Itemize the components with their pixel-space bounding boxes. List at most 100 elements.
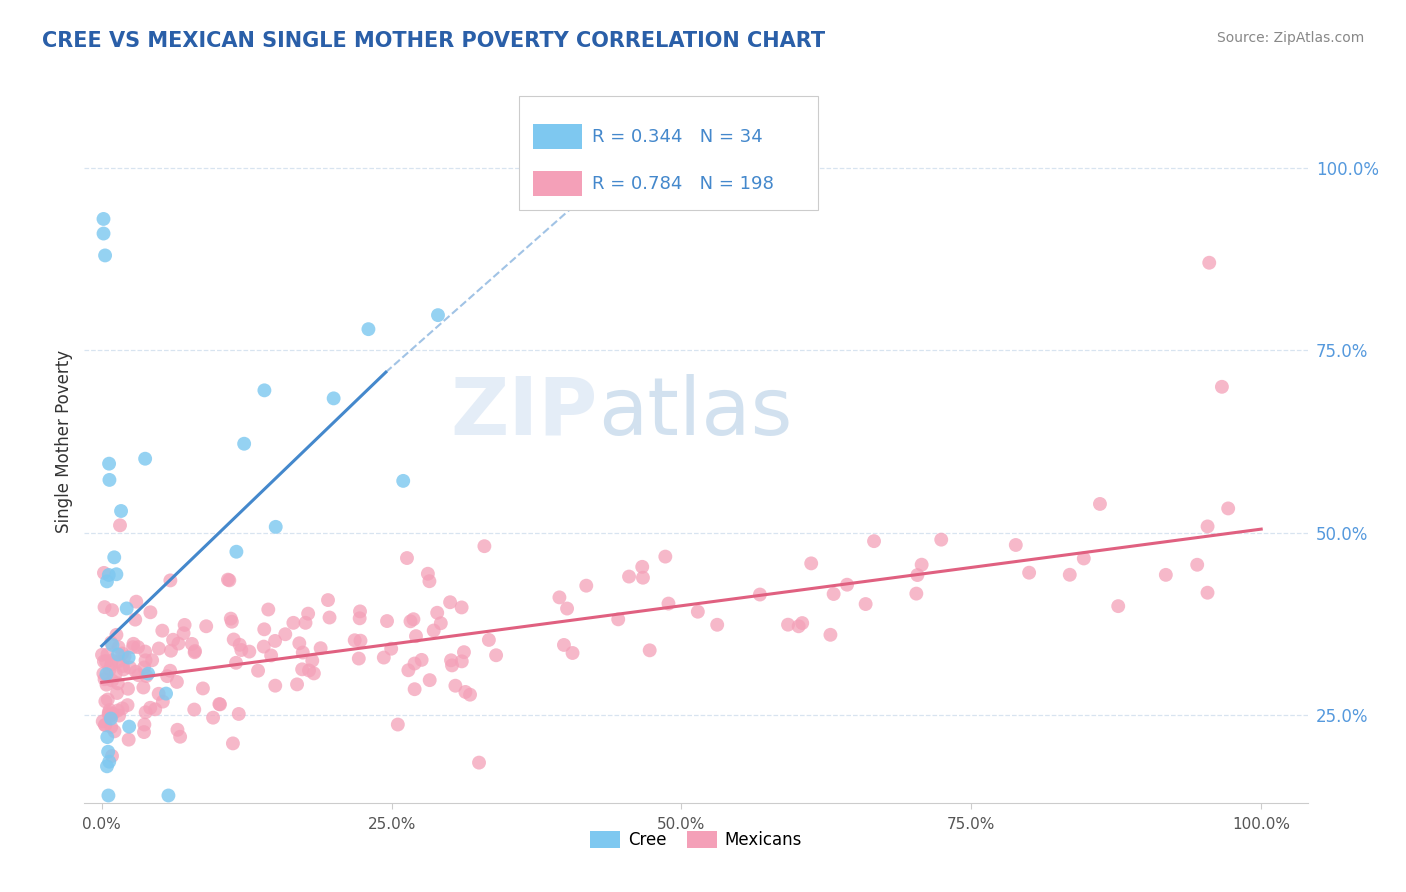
- Point: [150, 624, 173, 638]
- Point: [166, 675, 188, 690]
- Point: [1073, 551, 1095, 566]
- Point: [929, 533, 952, 547]
- Point: [111, 659, 134, 673]
- Point: [183, 645, 205, 659]
- Point: [100, 708, 122, 723]
- Point: [97, 706, 120, 720]
- Point: [607, 612, 630, 626]
- Point: [392, 474, 415, 488]
- Point: [264, 679, 287, 693]
- Point: [478, 632, 501, 647]
- Point: [107, 654, 129, 668]
- Point: [180, 637, 202, 651]
- Point: [94, 718, 117, 732]
- Point: [405, 629, 427, 643]
- Point: [787, 619, 810, 633]
- Point: [1018, 566, 1040, 580]
- Point: [124, 613, 146, 627]
- Point: [132, 681, 155, 695]
- Point: [257, 602, 280, 616]
- Point: [93, 566, 115, 580]
- Point: [139, 700, 162, 714]
- Text: CREE VS MEXICAN SINGLE MOTHER POVERTY CORRELATION CHART: CREE VS MEXICAN SINGLE MOTHER POVERTY CO…: [42, 31, 825, 51]
- Point: [1197, 519, 1219, 533]
- Point: [159, 574, 181, 588]
- Point: [94, 654, 117, 668]
- Bar: [533, 124, 582, 149]
- Point: [112, 663, 135, 677]
- Y-axis label: Single Mother Poverty: Single Mother Poverty: [55, 350, 73, 533]
- Point: [309, 641, 332, 656]
- Point: [208, 698, 231, 712]
- Point: [1211, 380, 1233, 394]
- Point: [118, 660, 141, 674]
- Point: [152, 695, 174, 709]
- Point: [96, 759, 118, 773]
- Point: [1198, 256, 1220, 270]
- Point: [654, 549, 676, 564]
- Point: [94, 248, 117, 262]
- Point: [134, 451, 156, 466]
- Point: [96, 730, 118, 744]
- Point: [173, 618, 195, 632]
- Point: [111, 647, 134, 661]
- Point: [166, 723, 188, 737]
- Point: [110, 504, 132, 518]
- Point: [375, 614, 398, 628]
- Point: [228, 706, 250, 721]
- Point: [439, 595, 461, 609]
- Point: [139, 605, 162, 619]
- Point: [294, 615, 316, 630]
- Point: [1197, 585, 1219, 599]
- Text: Source: ZipAtlas.com: Source: ZipAtlas.com: [1216, 31, 1364, 45]
- Point: [485, 648, 508, 663]
- Point: [107, 704, 129, 718]
- Text: R = 0.784   N = 198: R = 0.784 N = 198: [592, 175, 773, 193]
- Point: [225, 545, 247, 559]
- Point: [631, 571, 654, 585]
- Point: [157, 789, 180, 803]
- Point: [97, 692, 120, 706]
- Point: [905, 586, 928, 600]
- Point: [792, 616, 814, 631]
- Point: [238, 644, 260, 658]
- Point: [141, 653, 163, 667]
- Point: [430, 616, 453, 631]
- Point: [911, 558, 934, 572]
- Point: [638, 643, 661, 657]
- Point: [264, 634, 287, 648]
- Point: [458, 688, 481, 702]
- Point: [135, 669, 157, 683]
- Point: [657, 597, 679, 611]
- Point: [127, 640, 149, 654]
- Point: [291, 662, 314, 676]
- Point: [111, 701, 134, 715]
- Point: [105, 686, 128, 700]
- Point: [219, 612, 242, 626]
- Point: [160, 644, 183, 658]
- Point: [450, 600, 472, 615]
- Point: [103, 724, 125, 739]
- Point: [357, 322, 380, 336]
- Point: [631, 559, 654, 574]
- Point: [222, 632, 245, 647]
- Point: [247, 664, 270, 678]
- Point: [122, 637, 145, 651]
- Point: [100, 720, 122, 734]
- Point: [453, 645, 475, 659]
- Point: [253, 623, 276, 637]
- Point: [285, 677, 308, 691]
- Text: ZIP: ZIP: [451, 374, 598, 451]
- Point: [404, 657, 426, 671]
- Point: [776, 617, 799, 632]
- Point: [96, 648, 118, 662]
- Point: [93, 211, 115, 226]
- Point: [202, 711, 225, 725]
- Text: R = 0.344   N = 34: R = 0.344 N = 34: [592, 128, 762, 145]
- Point: [155, 687, 177, 701]
- Point: [474, 539, 496, 553]
- Point: [253, 384, 276, 398]
- Point: [108, 518, 131, 533]
- Point: [905, 568, 928, 582]
- Point: [231, 643, 253, 657]
